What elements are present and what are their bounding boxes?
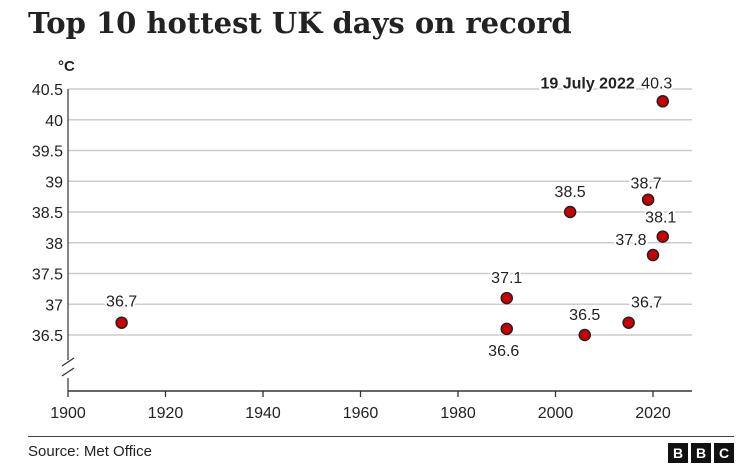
y-tick-label: 38: [45, 236, 63, 253]
y-tick-label: 39.5: [32, 144, 63, 161]
y-tick-label: 40.5: [32, 82, 63, 99]
data-labels: 36.736.737.137.136.636.638.538.536.536.5…: [104, 73, 678, 362]
x-tick-label: 1940: [245, 405, 281, 422]
bbc-logo: B B C: [668, 443, 734, 463]
data-label: 37.1: [491, 270, 522, 287]
x-tick-label: 1960: [343, 405, 379, 422]
x-tick-label: 1920: [148, 405, 184, 422]
y-tick-label: 37: [45, 297, 63, 314]
data-label-halo: 38.1: [645, 210, 676, 227]
y-tick-label: 38.5: [32, 205, 63, 222]
data-label-halo: 40.3: [641, 75, 672, 92]
logo-letter: B: [691, 443, 711, 463]
y-tick-label: 36.5: [32, 328, 63, 345]
data-point: [641, 193, 655, 206]
chart-title: Top 10 hottest UK days on record: [28, 6, 572, 40]
data-label-halo: 37.1: [491, 270, 522, 287]
data-point: [656, 95, 669, 108]
record-annotation: 19 July 2022: [540, 75, 634, 92]
logo-letter: C: [714, 443, 734, 463]
axis-break-mark: [61, 357, 75, 377]
data-label: 36.6: [488, 343, 519, 360]
grid-lines: [68, 88, 692, 336]
data-point: [563, 205, 577, 219]
data-label: 37.8: [615, 232, 646, 249]
data-label: 36.7: [631, 295, 662, 312]
data-point: [578, 328, 591, 342]
data-label-halo: 37.8: [615, 232, 646, 249]
logo-letter: B: [668, 443, 688, 463]
data-label: 36.5: [569, 307, 600, 324]
scatter-chart: 40.5 40 39.5 39 38.5 38 37.5 37 36.5 °C 1900 1920 19…: [32, 58, 692, 422]
data-point: [646, 248, 660, 262]
footer-divider: [28, 436, 734, 437]
data-label: 36.7: [106, 294, 137, 311]
data-label: 38.7: [631, 176, 662, 193]
data-point: [656, 230, 669, 243]
data-label: 38.5: [555, 184, 586, 201]
x-tick-label: 1900: [50, 405, 86, 422]
data-label: 40.3: [641, 75, 672, 92]
data-point: [500, 322, 513, 336]
data-label: 38.1: [645, 210, 676, 227]
source-note: Source: Met Office: [28, 443, 152, 460]
data-label-halo: 38.5: [555, 184, 586, 201]
y-tick-label: 37.5: [32, 267, 63, 284]
x-tick-label: 2020: [635, 405, 671, 422]
annotation-halo: 19 July 2022: [540, 75, 634, 92]
data-label-halo: 36.7: [631, 295, 662, 312]
x-tick-label: 2000: [538, 405, 574, 422]
data-points: [115, 95, 669, 342]
data-label-halo: 36.6: [488, 343, 519, 360]
y-tick-label: 39: [45, 174, 63, 191]
data-point: [622, 316, 635, 329]
data-point: [500, 291, 513, 305]
data-label-halo: 36.7: [106, 294, 137, 311]
data-label-halo: 36.5: [569, 307, 600, 324]
data-label-halo: 38.7: [631, 176, 662, 193]
y-axis-unit: °C: [58, 58, 75, 75]
x-tick-label: 1980: [440, 405, 476, 422]
data-point: [115, 316, 128, 329]
axes: 40.5 40 39.5 39 38.5 38 37.5 37 36.5 °C 1900 1920 19…: [32, 58, 692, 422]
y-tick-label: 40: [45, 113, 63, 130]
